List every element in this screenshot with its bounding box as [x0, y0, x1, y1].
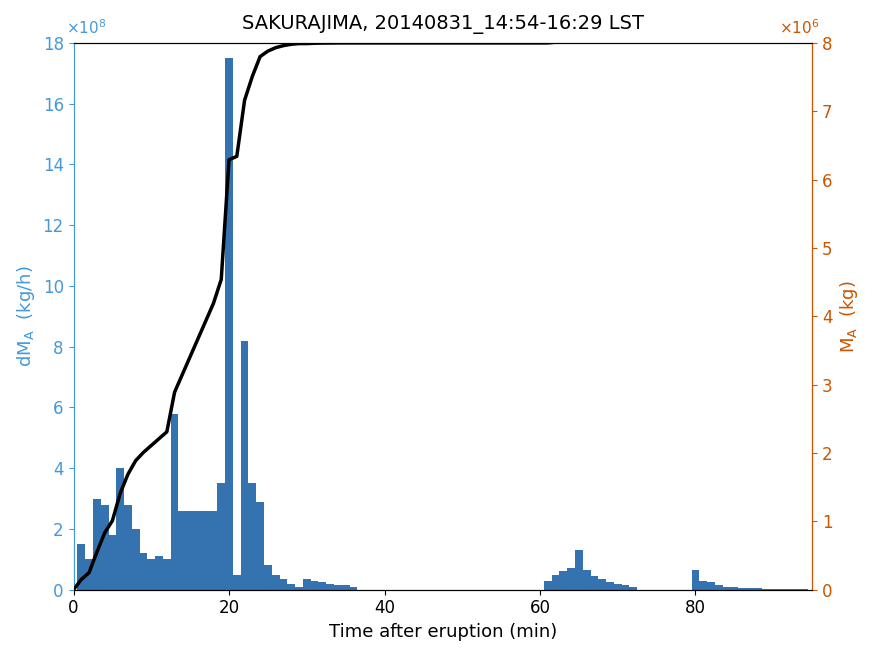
- Bar: [178, 511, 186, 590]
- Bar: [746, 588, 753, 590]
- Bar: [591, 576, 598, 590]
- Text: $\times 10^6$: $\times 10^6$: [779, 19, 820, 37]
- Text: $\times 10^8$: $\times 10^8$: [66, 19, 107, 37]
- X-axis label: Time after eruption (min): Time after eruption (min): [329, 623, 557, 641]
- Bar: [295, 586, 303, 590]
- Bar: [583, 570, 591, 590]
- Bar: [147, 560, 155, 590]
- Bar: [186, 511, 194, 590]
- Bar: [738, 588, 746, 590]
- Bar: [567, 569, 575, 590]
- Bar: [621, 585, 629, 590]
- Bar: [707, 582, 715, 590]
- Bar: [575, 550, 583, 590]
- Bar: [699, 581, 707, 590]
- Bar: [132, 529, 140, 590]
- Bar: [691, 570, 699, 590]
- Bar: [85, 560, 93, 590]
- Bar: [256, 502, 264, 590]
- Bar: [326, 584, 334, 590]
- Bar: [342, 585, 349, 590]
- Bar: [241, 340, 248, 590]
- Bar: [264, 565, 272, 590]
- Bar: [318, 582, 326, 590]
- Y-axis label: $\mathrm{dM_A}$  (kg/h): $\mathrm{dM_A}$ (kg/h): [15, 266, 37, 367]
- Bar: [163, 560, 171, 590]
- Bar: [606, 582, 614, 590]
- Bar: [731, 586, 738, 590]
- Bar: [155, 556, 163, 590]
- Bar: [629, 586, 637, 590]
- Bar: [715, 585, 723, 590]
- Bar: [108, 535, 116, 590]
- Bar: [248, 483, 256, 590]
- Bar: [116, 468, 124, 590]
- Bar: [349, 586, 357, 590]
- Y-axis label: $\mathrm{M_A}$  (kg): $\mathrm{M_A}$ (kg): [838, 280, 860, 353]
- Bar: [210, 511, 217, 590]
- Bar: [217, 483, 225, 590]
- Bar: [311, 581, 318, 590]
- Bar: [279, 579, 287, 590]
- Bar: [77, 544, 85, 590]
- Bar: [93, 499, 101, 590]
- Bar: [753, 588, 761, 590]
- Title: SAKURAJIMA, 20140831_14:54-16:29 LST: SAKURAJIMA, 20140831_14:54-16:29 LST: [242, 15, 644, 34]
- Bar: [101, 504, 108, 590]
- Bar: [559, 571, 567, 590]
- Bar: [723, 586, 731, 590]
- Bar: [233, 575, 241, 590]
- Bar: [272, 575, 279, 590]
- Bar: [614, 584, 621, 590]
- Bar: [544, 581, 551, 590]
- Bar: [140, 553, 147, 590]
- Bar: [598, 579, 606, 590]
- Bar: [202, 511, 210, 590]
- Bar: [287, 584, 295, 590]
- Bar: [225, 58, 233, 590]
- Bar: [334, 585, 342, 590]
- Bar: [194, 511, 202, 590]
- Bar: [124, 504, 132, 590]
- Bar: [551, 575, 559, 590]
- Bar: [303, 579, 311, 590]
- Bar: [171, 413, 178, 590]
